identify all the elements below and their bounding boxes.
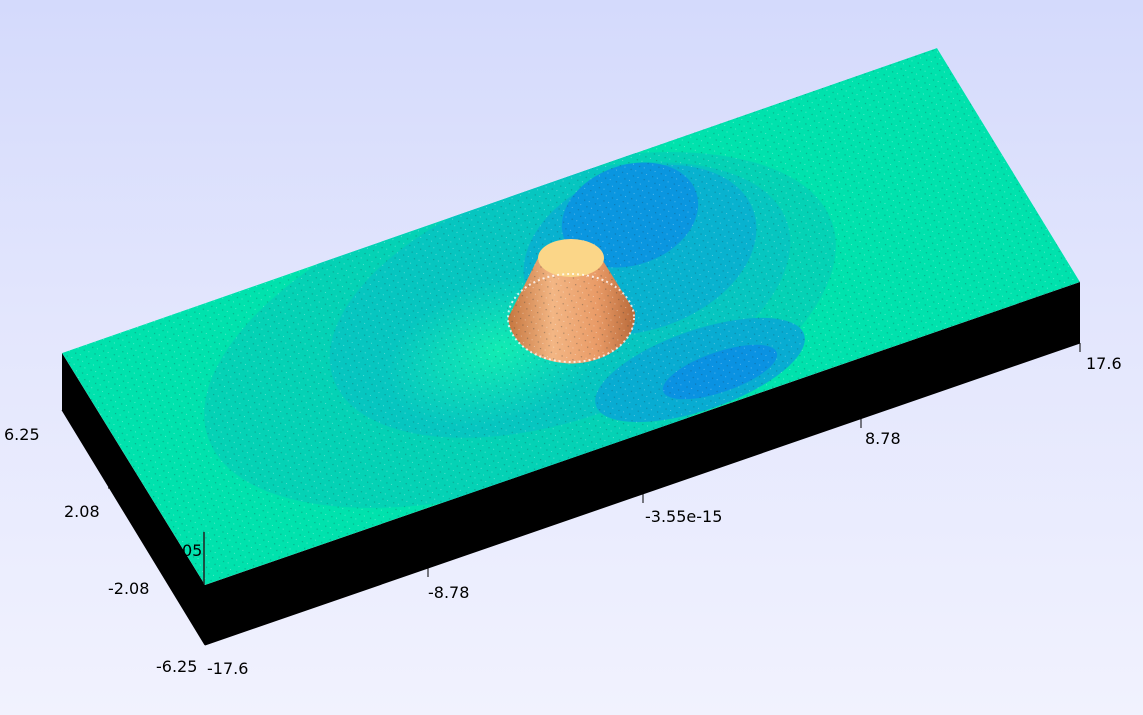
y-tick-label-3: -6.25 [156,657,197,676]
x-tick-label-0: -17.6 [207,659,248,678]
x-tick-label-3: 8.78 [865,429,901,448]
y-axis-line [61,409,206,646]
base-slab [62,282,1080,645]
x-tick-label-1: -8.78 [428,583,469,602]
x-tick-label-2: -3.55e-15 [645,507,722,526]
cone-body[interactable] [507,239,636,364]
cone-base-rim [507,273,635,363]
z-axis-label: 05 [182,541,202,560]
y-tick-label-0: 6.25 [4,425,40,444]
y-tick-label-1: 2.08 [64,502,100,521]
y-tick-label-2: -2.08 [108,579,149,598]
x-tick-label-4: 17.6 [1086,354,1122,373]
cone-top-face [538,239,604,277]
